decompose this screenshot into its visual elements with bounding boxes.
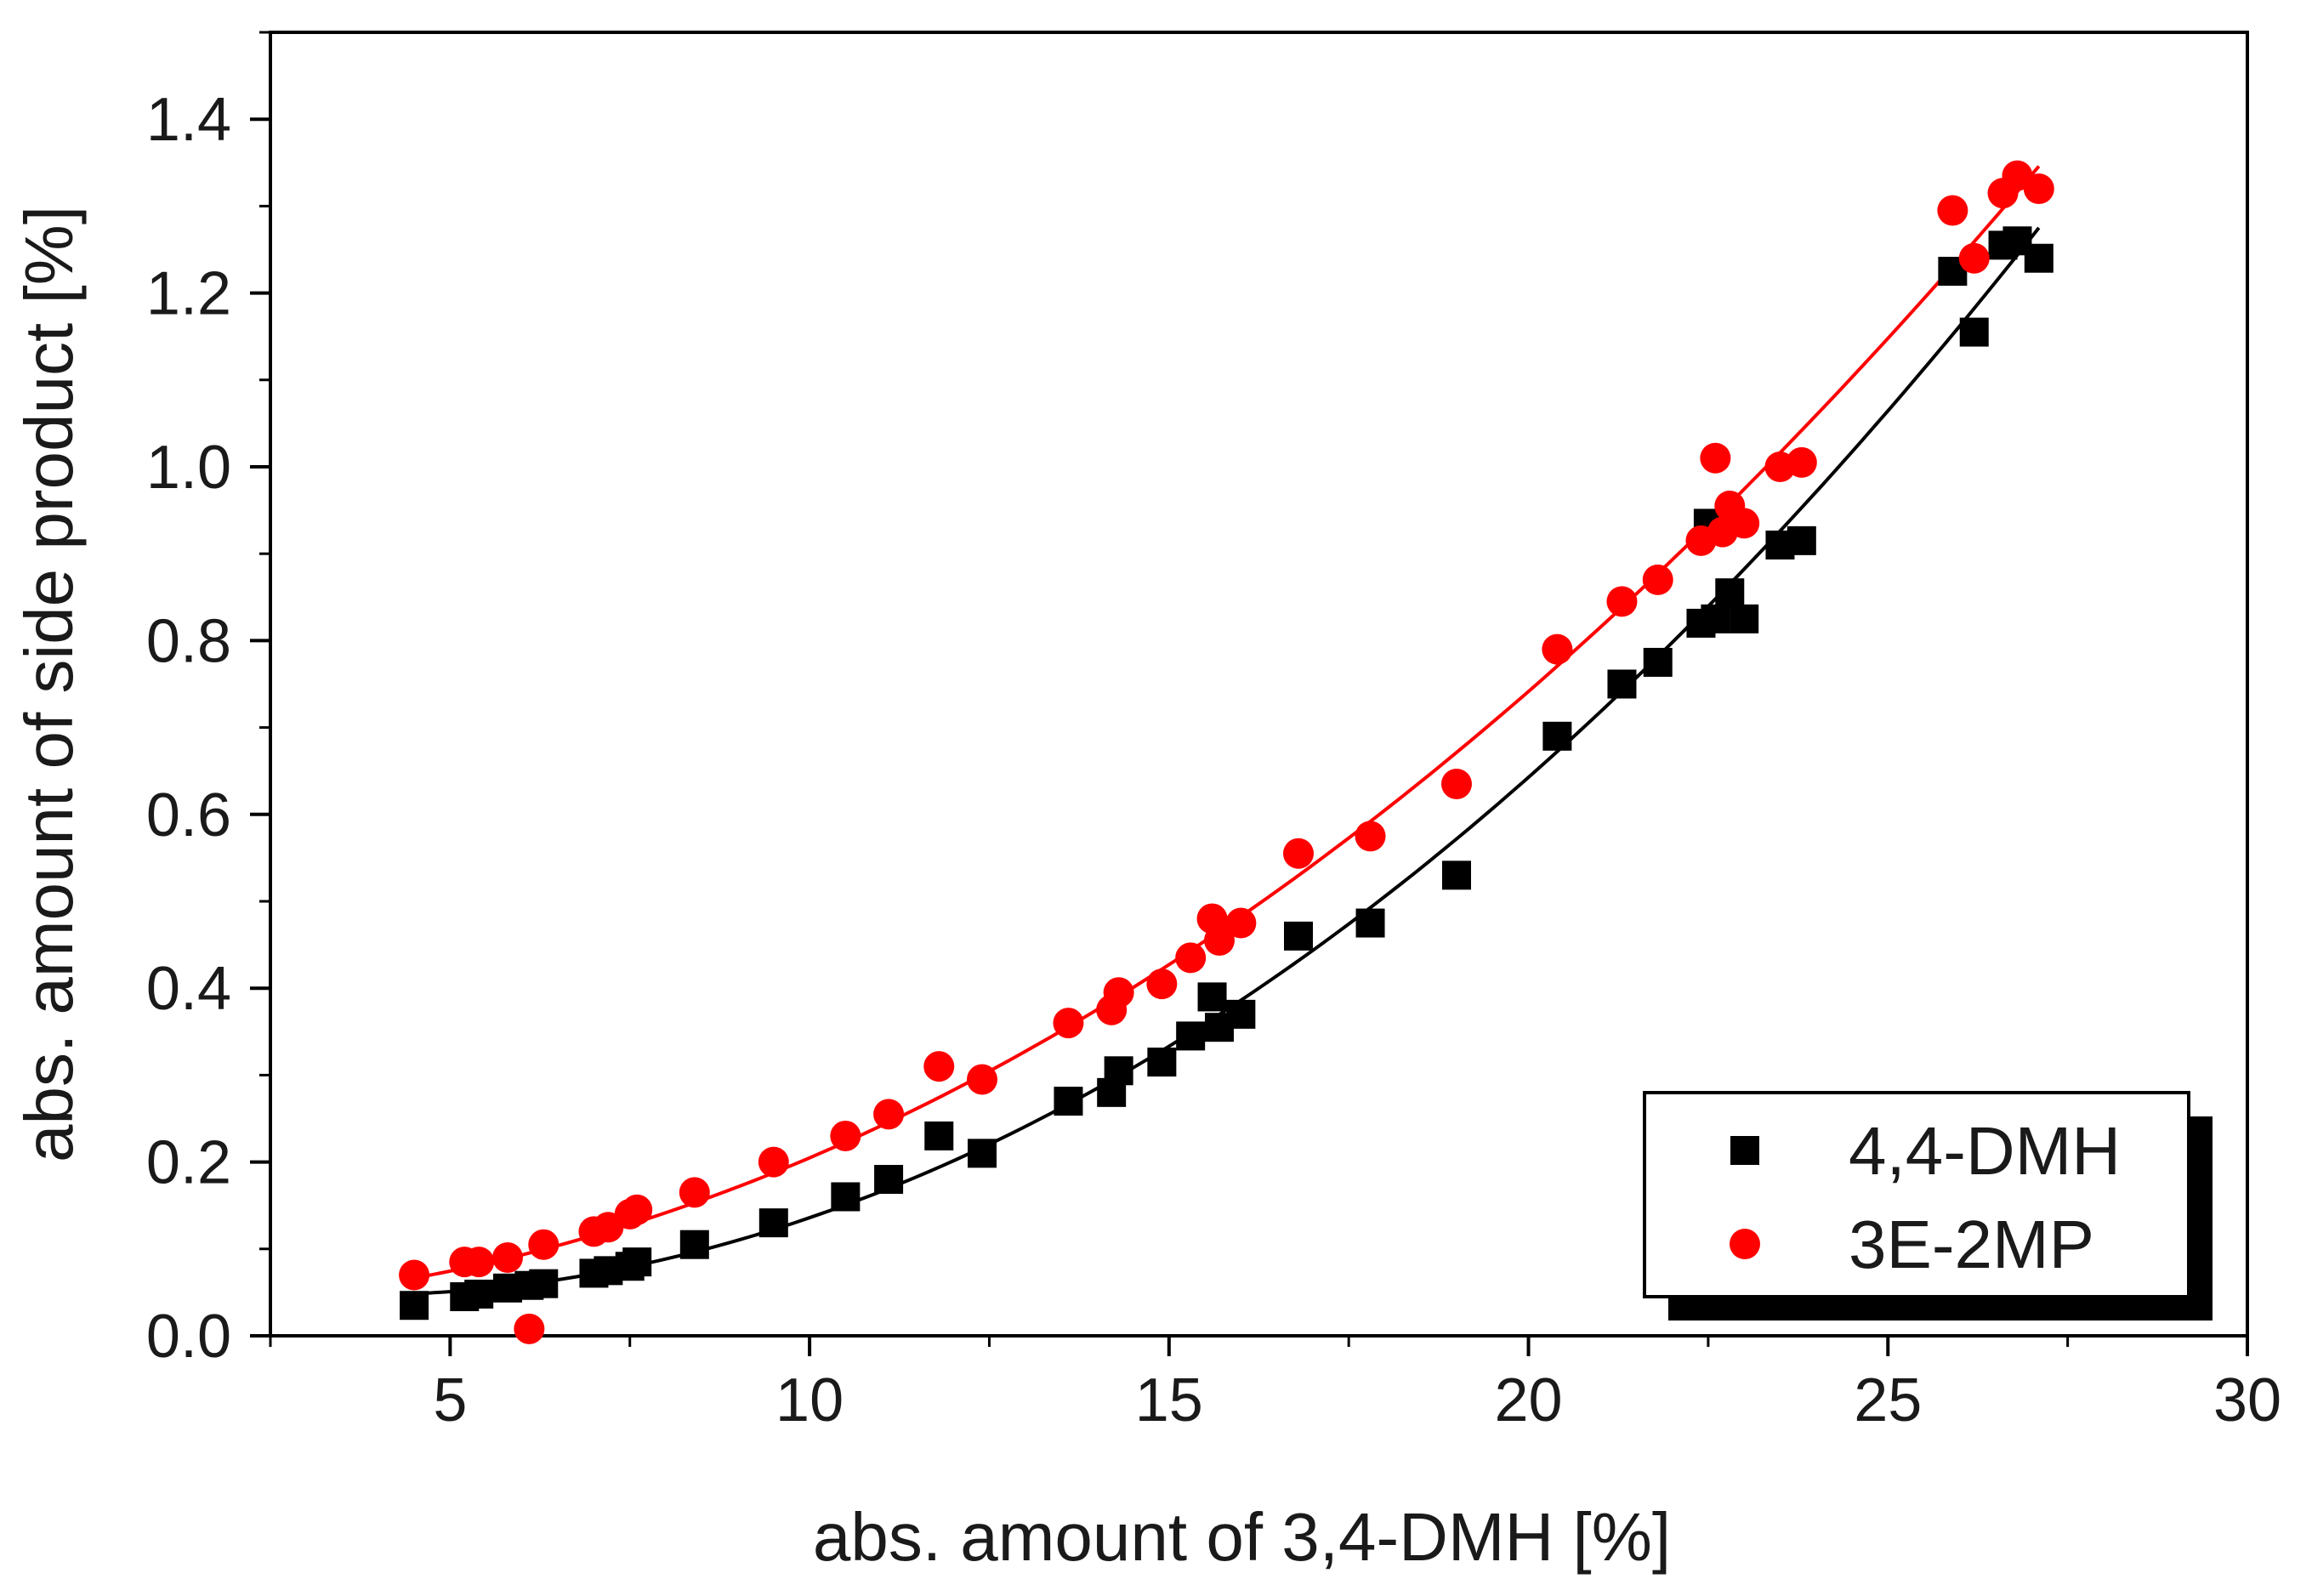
legend-marker-square <box>1730 1136 1759 1165</box>
point-3e-2mp <box>758 1146 789 1178</box>
point-3e-2mp <box>830 1120 861 1151</box>
point-4-4-dmh <box>400 1291 429 1321</box>
point-3e-2mp <box>1283 838 1314 869</box>
y-tick-label: 0.8 <box>146 607 231 675</box>
point-3e-2mp <box>1103 977 1134 1008</box>
point-3e-2mp <box>1355 821 1386 852</box>
point-4-4-dmh <box>1197 982 1227 1012</box>
point-4-4-dmh <box>1355 908 1385 938</box>
x-tick-label: 20 <box>1494 1366 1562 1434</box>
point-4-4-dmh <box>1701 604 1730 633</box>
point-4-4-dmh <box>1176 1021 1206 1051</box>
point-4-4-dmh <box>2024 243 2054 273</box>
axes: 5 10 15 20 25 30 0.0 0.2 0.4 0.6 0.8 1.0 1.2 1.4 abs. … <box>11 31 2281 1575</box>
x-tick-label: 15 <box>1135 1366 1203 1434</box>
point-3e-2mp <box>492 1242 523 1274</box>
point-3e-2mp <box>528 1229 560 1260</box>
y-tick-label: 0.2 <box>146 1129 231 1197</box>
point-3e-2mp <box>1729 508 1760 539</box>
point-4-4-dmh <box>679 1230 709 1259</box>
point-3e-2mp <box>622 1194 653 1225</box>
y-axis-title: abs. amount of side product [%] <box>11 206 87 1162</box>
legend: 4,4-DMH 3E-2MP <box>1643 1091 2213 1321</box>
point-3e-2mp <box>2023 173 2054 204</box>
x-tick-label: 5 <box>433 1366 467 1434</box>
y-tick-label: 1.4 <box>146 86 231 154</box>
legend-box <box>1643 1091 2190 1298</box>
point-3e-2mp <box>1642 564 1673 595</box>
point-3e-2mp <box>514 1313 545 1344</box>
y-tick-label: 0.4 <box>146 955 231 1023</box>
point-4-4-dmh <box>1226 999 1256 1029</box>
legend-label: 3E-2MP <box>1849 1207 2094 1282</box>
point-3e-2mp <box>1204 924 1235 956</box>
point-3e-2mp <box>463 1247 495 1278</box>
point-4-4-dmh <box>622 1247 652 1277</box>
x-axis-title: abs. amount of 3,4-DMH [%] <box>813 1499 1671 1575</box>
point-3e-2mp <box>1146 968 1178 1000</box>
y-tick-label: 1.2 <box>146 260 231 328</box>
point-3e-2mp <box>1053 1008 1084 1039</box>
x-tick-label: 10 <box>775 1366 844 1434</box>
point-3e-2mp <box>1606 586 1638 617</box>
point-4-4-dmh <box>1442 860 1471 890</box>
point-4-4-dmh <box>529 1269 559 1298</box>
point-3e-2mp <box>1937 195 1968 226</box>
point-3e-2mp <box>923 1051 955 1082</box>
point-3e-2mp <box>1958 242 1990 274</box>
y-tick-label: 1.0 <box>146 434 231 502</box>
point-3e-2mp <box>1786 446 1817 478</box>
x-tick-label: 25 <box>1854 1366 1922 1434</box>
point-4-4-dmh <box>1730 604 1759 633</box>
point-3e-2mp <box>873 1099 905 1130</box>
legend-marker-circle <box>1730 1229 1760 1259</box>
point-4-4-dmh <box>831 1182 861 1212</box>
point-4-4-dmh <box>1787 525 1816 555</box>
y-tick-label: 0.0 <box>146 1303 231 1371</box>
x-tick-label: 30 <box>2213 1366 2281 1434</box>
point-4-4-dmh <box>1715 578 1745 608</box>
point-4-4-dmh <box>924 1121 954 1150</box>
data-points <box>399 160 2054 1344</box>
plot-frame <box>269 31 2249 1338</box>
point-3e-2mp <box>967 1064 997 1095</box>
point-3e-2mp <box>1700 442 1731 474</box>
point-4-4-dmh <box>1542 721 1572 751</box>
legend-label: 4,4-DMH <box>1849 1113 2121 1189</box>
point-3e-2mp <box>399 1259 430 1291</box>
point-3e-2mp <box>1225 907 1257 939</box>
point-4-4-dmh <box>1959 317 1989 347</box>
point-4-4-dmh <box>1607 669 1637 699</box>
point-4-4-dmh <box>1284 921 1313 951</box>
point-3e-2mp <box>1441 769 1472 800</box>
point-4-4-dmh <box>1147 1048 1177 1077</box>
point-4-4-dmh <box>874 1165 904 1195</box>
point-4-4-dmh <box>968 1139 997 1168</box>
point-4-4-dmh <box>1054 1087 1083 1116</box>
point-3e-2mp <box>1175 942 1207 974</box>
point-3e-2mp <box>1542 633 1573 665</box>
point-4-4-dmh <box>758 1208 788 1238</box>
point-3e-2mp <box>679 1177 710 1208</box>
point-4-4-dmh <box>464 1279 494 1309</box>
y-tick-label: 0.6 <box>146 781 231 849</box>
point-4-4-dmh <box>1643 647 1673 677</box>
point-4-4-dmh <box>1104 1056 1133 1086</box>
